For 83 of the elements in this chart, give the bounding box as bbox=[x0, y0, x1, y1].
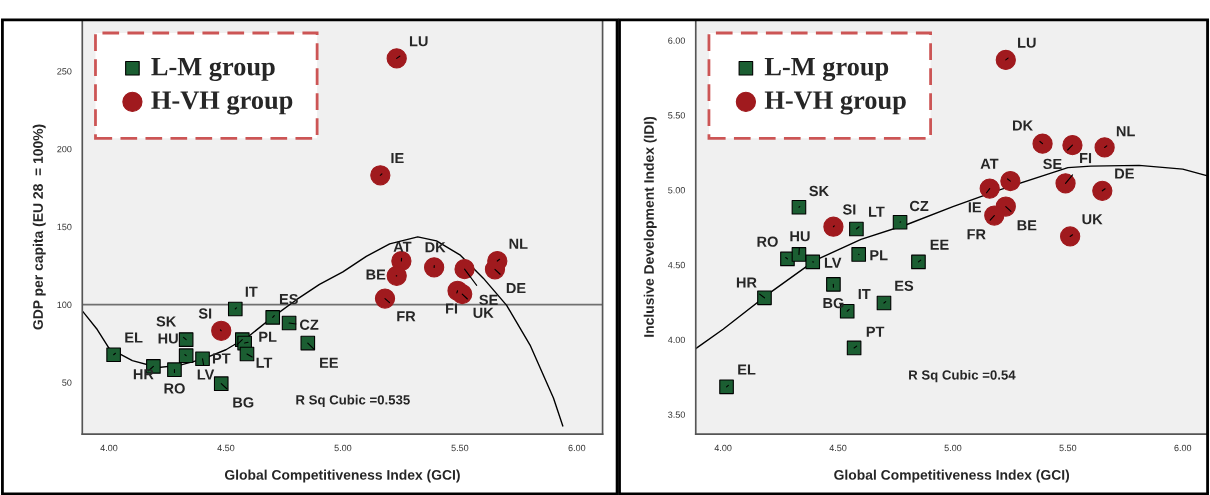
annotation: SK bbox=[809, 185, 829, 197]
annotation: IT bbox=[858, 289, 871, 300]
annotation: EL bbox=[125, 332, 143, 343]
x-tick-label: 4.50 bbox=[217, 444, 235, 452]
annotation: BE bbox=[366, 269, 386, 280]
y-tick-label: 150 bbox=[57, 223, 72, 231]
annotation: FR bbox=[967, 229, 986, 240]
annotation: NL bbox=[1116, 126, 1135, 137]
annotation: CZ bbox=[299, 319, 319, 330]
annotation: CZ bbox=[909, 200, 929, 212]
annotation: R Sq Cubic =0.54 bbox=[909, 369, 1016, 383]
annotation: PL bbox=[870, 250, 888, 261]
annotation: LU bbox=[1018, 37, 1036, 48]
annotation: EE bbox=[320, 357, 338, 368]
annotation: HR bbox=[736, 277, 757, 288]
annotation: ES bbox=[895, 280, 914, 291]
annotation: NL bbox=[509, 238, 528, 249]
annotation: LU bbox=[409, 36, 428, 47]
annotation: R Sq Cubic =0.535 bbox=[296, 394, 410, 408]
annotation: HU bbox=[790, 231, 810, 242]
annotation: FI bbox=[1080, 153, 1092, 164]
x-tick-label: 5.50 bbox=[1059, 444, 1077, 452]
annotation: LV bbox=[824, 257, 842, 268]
annotation: AT bbox=[393, 241, 412, 252]
annotation: UK bbox=[1082, 214, 1103, 225]
y-tick-label: 5.00 bbox=[668, 187, 685, 194]
annotation: DE bbox=[506, 283, 526, 294]
x-tick-label: 6.00 bbox=[568, 444, 586, 452]
x-tick-label: 5.00 bbox=[944, 444, 962, 452]
annotation: UK bbox=[473, 307, 494, 318]
annotation: DE bbox=[1115, 168, 1134, 179]
annotation: BE bbox=[1017, 220, 1037, 231]
x-tick-label: 5.50 bbox=[451, 444, 469, 452]
annotation: PL bbox=[259, 331, 277, 342]
annotation: BG bbox=[823, 297, 844, 309]
y-tick-label: 6.00 bbox=[668, 37, 685, 44]
legend-label: L-M group bbox=[764, 57, 889, 82]
y-axis-title: Inclusive Development Index (IDI) bbox=[643, 116, 657, 337]
annotation: RO bbox=[757, 236, 778, 247]
annotation: SI bbox=[198, 308, 212, 319]
annotation: FR bbox=[397, 311, 416, 322]
annotation: PT bbox=[866, 326, 885, 337]
annotation: SI bbox=[842, 204, 856, 215]
x-tick-label: 4.00 bbox=[100, 444, 118, 452]
annotation: DK bbox=[1013, 120, 1033, 131]
annotation: EE bbox=[930, 239, 949, 250]
annotation: HR bbox=[133, 369, 154, 380]
annotation: IE bbox=[968, 202, 982, 213]
y-tick-label: 50 bbox=[62, 379, 72, 386]
legend-label: L-M group bbox=[151, 57, 275, 82]
x-axis-title: Global Competitiveness Index (GCI) bbox=[224, 469, 460, 483]
annotation: BG bbox=[233, 397, 254, 408]
annotation: DK bbox=[425, 242, 446, 253]
annotation: PT bbox=[212, 353, 231, 364]
y-tick-label: 3.50 bbox=[668, 411, 685, 418]
annotation: SE bbox=[479, 294, 498, 306]
annotation: LT bbox=[869, 206, 885, 217]
legend-label: H-VH group bbox=[764, 91, 906, 115]
x-tick-label: 4.00 bbox=[714, 444, 732, 452]
annotation: SE bbox=[1043, 158, 1062, 170]
annotation: IT bbox=[245, 286, 258, 297]
x-tick-label: 6.00 bbox=[1174, 444, 1192, 452]
x-axis-title: Global Competitiveness Index (GCI) bbox=[834, 469, 1070, 483]
annotation: EL bbox=[738, 364, 756, 375]
y-tick-label: 200 bbox=[57, 145, 72, 153]
x-tick-label: 5.00 bbox=[334, 444, 352, 452]
y-axis-title: GDP per capita (EU 28 = 100%) bbox=[32, 124, 46, 330]
x-tick-label: 4.50 bbox=[829, 444, 847, 452]
legend-label: H-VH group bbox=[151, 91, 293, 115]
y-tick-label: 100 bbox=[57, 301, 72, 308]
annotation: LV bbox=[197, 369, 215, 380]
y-tick-label: 250 bbox=[57, 68, 72, 75]
annotation: LT bbox=[256, 357, 273, 368]
annotation: HU bbox=[158, 333, 178, 344]
y-tick-label: 4.00 bbox=[667, 336, 685, 344]
y-tick-label: 5.50 bbox=[668, 112, 685, 119]
annotation: AT bbox=[980, 158, 999, 169]
annotation: IE bbox=[391, 153, 404, 164]
annotation: RO bbox=[164, 383, 185, 394]
annotation: SK bbox=[156, 316, 177, 327]
annotation: ES bbox=[279, 293, 298, 305]
annotation: FI bbox=[446, 303, 458, 314]
y-tick-label: 4.50 bbox=[667, 261, 685, 269]
